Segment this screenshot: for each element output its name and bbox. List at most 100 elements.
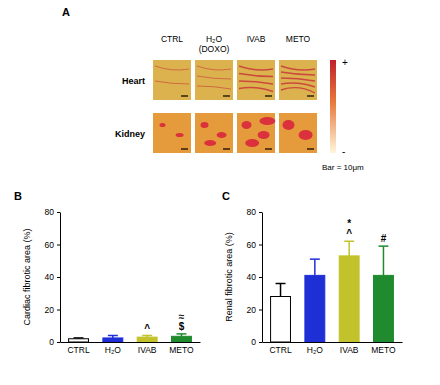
y-tick-mark (57, 310, 60, 311)
panel-label: B (14, 190, 22, 202)
y-tick: 0 (49, 337, 60, 347)
y-tick-mark (57, 277, 60, 278)
significance-symbol: ^ (144, 323, 150, 334)
chart-panel: B 0 20 40 60 80 CTRL H₂O IVAB METO Cardiac fibroti… (14, 190, 201, 355)
scale-bar-mark (181, 148, 188, 149)
fibre-streak (239, 74, 273, 77)
x-tick-label: IVAB (340, 345, 359, 355)
micrograph (153, 60, 191, 100)
bar (172, 336, 192, 342)
panel-label: A (62, 6, 70, 18)
y-tick-label: 60 (45, 240, 55, 250)
bar (271, 297, 291, 343)
fibre-patch (217, 132, 227, 138)
fibre-patch (204, 140, 216, 146)
y-tick-mark (259, 277, 262, 278)
x-tick: H₂O (105, 342, 121, 355)
y-tick: 20 (45, 305, 60, 315)
error-cap (344, 241, 354, 243)
x-tick: METO (371, 342, 396, 355)
color-bar-max: + (342, 57, 348, 68)
y-tick-mark (259, 310, 262, 311)
error-cap (378, 245, 388, 247)
y-tick-label: 40 (247, 272, 257, 282)
fibre-streak (197, 76, 231, 79)
x-tick: IVAB (340, 342, 359, 355)
x-tick-label: CTRL (269, 345, 291, 355)
panel-label: C (222, 190, 230, 202)
y-tick-mark (57, 245, 60, 246)
fibre-patch (299, 130, 313, 140)
y-tick-mark (259, 342, 262, 343)
row-label: Heart (122, 76, 145, 86)
significance-symbol: $ (179, 321, 185, 332)
micrograph-ground (153, 113, 191, 153)
x-axis: CTRL H₂O IVAB METO (61, 342, 201, 355)
fibre-patch (176, 133, 184, 137)
y-axis-line (60, 213, 61, 343)
fibre-patch (258, 131, 270, 139)
scale-bar-mark (265, 95, 272, 96)
bar (69, 339, 89, 342)
y-tick: 60 (247, 240, 262, 250)
y-axis: 020406080 (247, 207, 263, 347)
micrograph (237, 113, 275, 153)
error-cap (108, 335, 118, 337)
fibre-patch (160, 123, 166, 127)
y-tick-mark (57, 342, 60, 343)
y-tick-label: 40 (45, 272, 55, 282)
scale-bar-label: Bar = 10μm (322, 163, 364, 172)
significance-marks: *^# (346, 218, 386, 244)
y-tick-mark (259, 212, 262, 213)
significance-symbol: ^ (346, 228, 352, 239)
panel-a: ACTRLH₂O(DOXO)IVABMETOHeartKidney+-Bar =… (62, 6, 364, 172)
error-cap (176, 333, 186, 335)
micrograph-ground (279, 60, 317, 100)
scale-bar-mark (307, 95, 314, 96)
fibre-streak (155, 81, 189, 84)
micrograph-ground (237, 113, 275, 153)
y-tick-label: 60 (247, 240, 257, 250)
y-tick-label: 80 (247, 207, 257, 217)
y-axis: 0 20 40 60 80 (45, 207, 61, 347)
y-axis-title: Cardiac fibrotic area (%) (22, 228, 32, 325)
fibre-streak (197, 66, 231, 70)
bar (103, 338, 123, 342)
fibre-streak (239, 81, 273, 84)
row-label: Kidney (115, 129, 145, 139)
error-bar (348, 241, 350, 256)
fibre-streak (197, 86, 231, 89)
fibre-streak (239, 88, 273, 92)
x-tick-label: H₂O (307, 345, 323, 355)
plot-marks (69, 334, 192, 342)
column-label: IVAB (247, 34, 266, 44)
x-axis: CTRL H₂O IVAB METO (263, 342, 403, 355)
y-tick: 0 (251, 337, 262, 347)
y-axis-line (262, 213, 263, 343)
scale-bar-mark (181, 95, 188, 96)
column-label: CTRL (161, 34, 183, 44)
micrograph (279, 113, 317, 153)
y-tick: 80 (45, 207, 60, 217)
color-bar (330, 60, 336, 153)
y-tick: 40 (45, 272, 60, 282)
fibre-streak (281, 78, 315, 81)
scale-bar-mark (265, 148, 272, 149)
x-tick-label: CTRL (67, 345, 89, 355)
color-bar-min: - (342, 146, 345, 157)
y-axis-title: Renal fibrotic area (%) (224, 232, 234, 322)
x-axis-line (263, 342, 403, 343)
y-tick-mark (57, 212, 60, 213)
significance-symbol: # (381, 233, 387, 244)
bar (374, 275, 394, 342)
micrograph-ground (195, 113, 233, 153)
bar (305, 275, 325, 342)
y-tick: 40 (247, 272, 262, 282)
fibre-streak (155, 66, 189, 70)
x-tick-label: METO (169, 345, 194, 355)
micrograph (195, 60, 233, 100)
x-tick-label: IVAB (138, 345, 157, 355)
micrograph (279, 60, 317, 100)
y-tick-label: 0 (49, 337, 54, 347)
y-tick-label: 20 (45, 305, 55, 315)
